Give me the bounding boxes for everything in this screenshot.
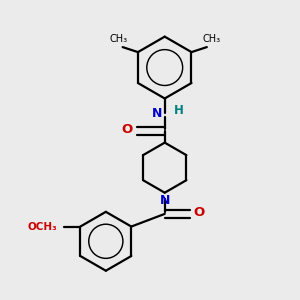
Text: CH₃: CH₃: [202, 34, 220, 44]
Text: O: O: [122, 123, 133, 136]
Text: N: N: [152, 107, 162, 120]
Text: O: O: [194, 206, 205, 219]
Text: OCH₃: OCH₃: [28, 222, 58, 232]
Text: H: H: [174, 104, 184, 117]
Text: N: N: [160, 194, 170, 208]
Text: CH₃: CH₃: [109, 34, 127, 44]
